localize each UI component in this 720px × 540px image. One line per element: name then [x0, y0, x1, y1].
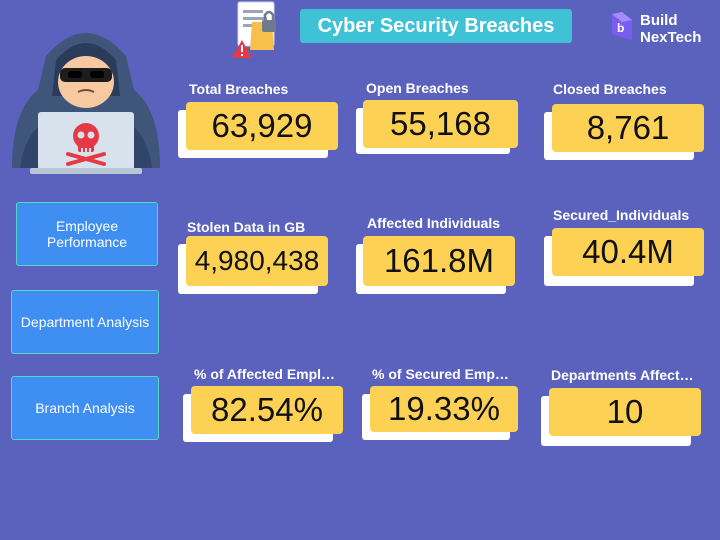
brand-logo-text: Build NexTech	[640, 12, 702, 46]
total-breaches-label: Total Breaches	[189, 81, 289, 97]
pct-affected-employees-value: 82.54%	[191, 386, 343, 434]
branch-analysis-button[interactable]: Branch Analysis	[11, 376, 159, 440]
hooded-hacker-icon	[12, 33, 160, 174]
document-lock-warning-icon	[232, 1, 276, 58]
departments-affected-label: Departments Affect…	[551, 367, 694, 383]
department-analysis-button[interactable]: Department Analysis	[11, 290, 159, 354]
closed-breaches-label: Closed Breaches	[553, 81, 667, 97]
employee-performance-button[interactable]: Employee Performance	[16, 202, 158, 266]
buildnextech-logo-icon: b	[612, 12, 632, 40]
departments-affected-value: 10	[549, 388, 701, 436]
stolen-data-label: Stolen Data in GB	[187, 219, 306, 235]
affected-individuals-label: Affected Individuals	[367, 215, 501, 231]
open-breaches-label: Open Breaches	[366, 80, 469, 96]
page-title: Cyber Security Breaches	[300, 9, 572, 43]
total-breaches-value: 63,929	[186, 102, 338, 150]
closed-breaches-value: 8,761	[552, 104, 704, 152]
secured-individuals-value: 40.4M	[552, 228, 704, 276]
pct-affected-employees-label: % of Affected Empl…	[194, 366, 336, 382]
open-breaches-value: 55,168	[363, 100, 518, 148]
pct-secured-employees-label: % of Secured Emp…	[372, 366, 509, 382]
secured-individuals-label: Secured_Individuals	[553, 207, 690, 223]
affected-individuals-value: 161.8M	[363, 236, 515, 286]
stolen-data-value: 4,980,438	[186, 236, 328, 286]
pct-secured-employees-value: 19.33%	[370, 386, 518, 432]
svg-text:b: b	[617, 21, 624, 35]
